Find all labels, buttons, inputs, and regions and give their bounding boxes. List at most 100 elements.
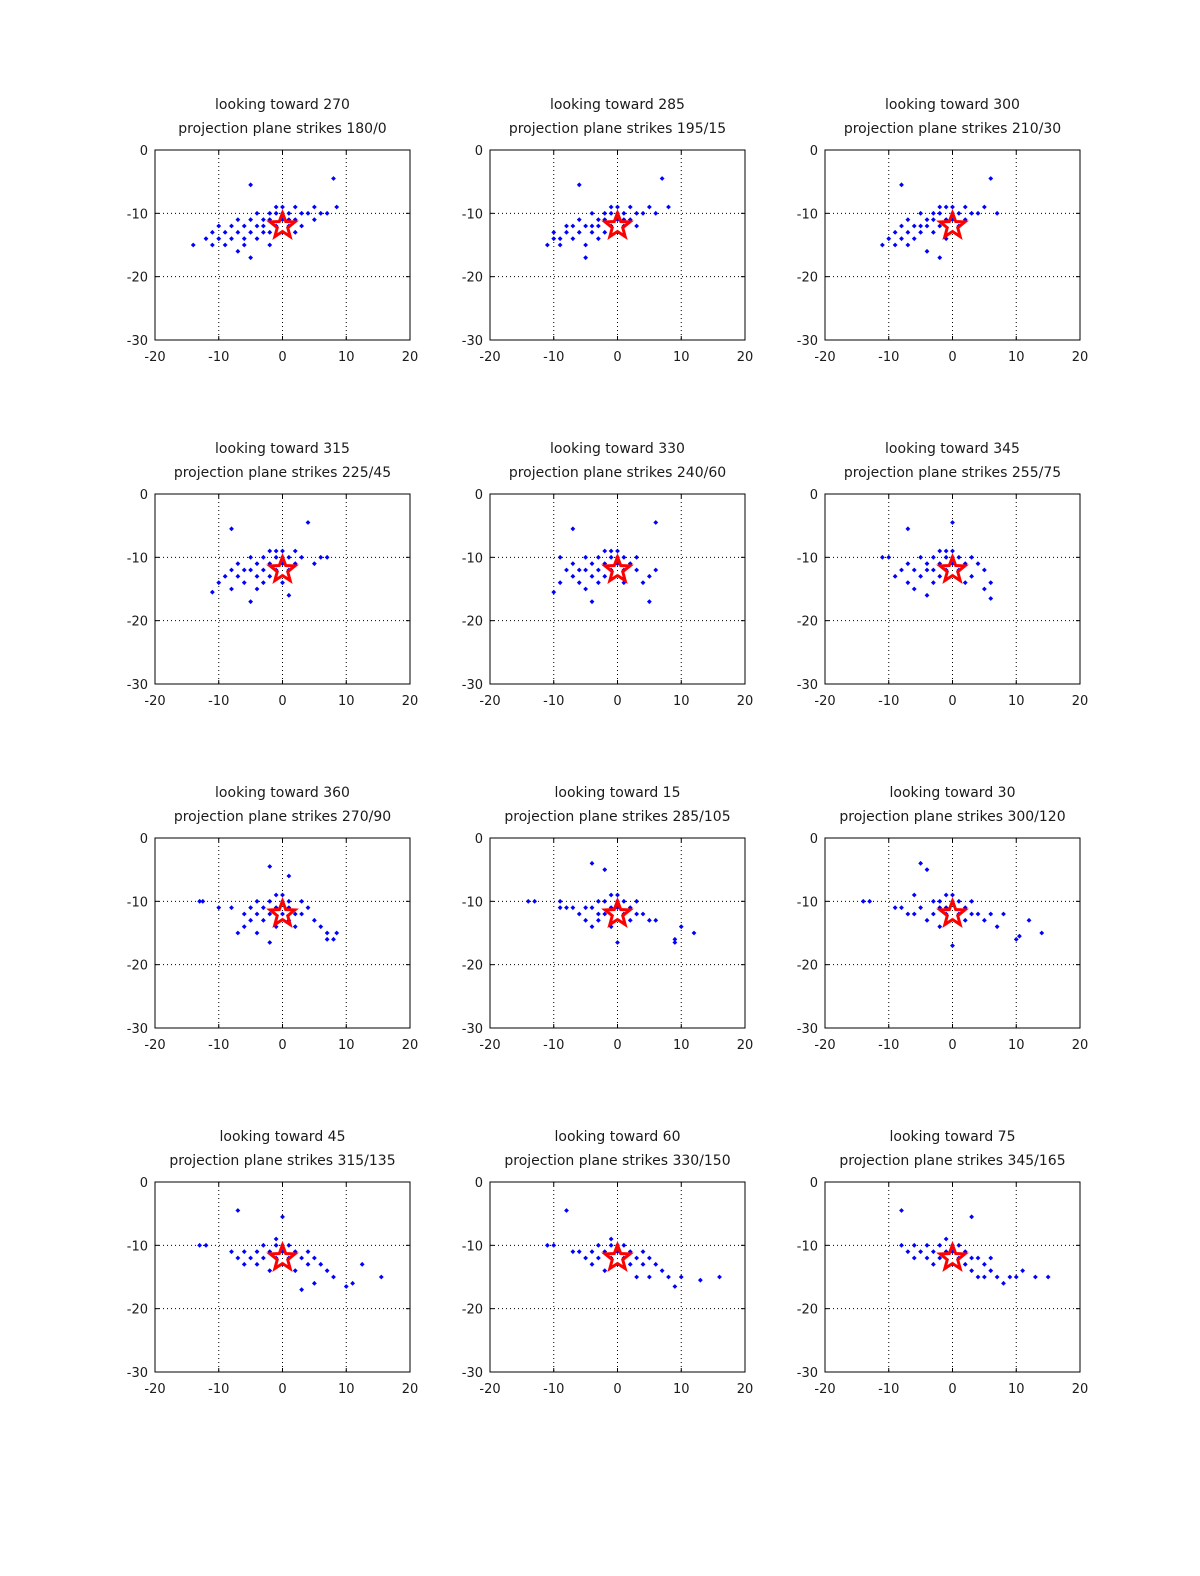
data-point <box>216 223 222 229</box>
data-point <box>292 1268 298 1274</box>
data-point <box>576 911 582 917</box>
data-point <box>924 867 930 873</box>
x-tick-label: 0 <box>613 1382 621 1397</box>
data-point <box>551 1242 557 1248</box>
data-point <box>899 236 904 242</box>
data-point <box>570 573 576 579</box>
subplot-6: looking toward 345 projection plane strik… <box>797 441 1089 709</box>
x-tick-label: 20 <box>1072 694 1089 709</box>
data-point <box>286 1242 292 1248</box>
data-point <box>969 911 975 917</box>
data-point <box>975 911 981 917</box>
data-point <box>557 580 563 586</box>
y-tick-label: 0 <box>810 832 818 847</box>
data-point <box>943 236 949 242</box>
data-point <box>666 1274 671 1280</box>
data-point <box>981 1261 987 1267</box>
data-point <box>975 561 981 567</box>
data-point <box>937 573 943 579</box>
y-tick-label: -10 <box>797 207 818 222</box>
data-point <box>248 905 254 911</box>
data-point <box>608 1242 614 1248</box>
data-point <box>956 898 962 904</box>
data-point <box>318 1261 324 1267</box>
data-point <box>273 1236 279 1242</box>
data-point <box>969 1255 975 1261</box>
data-point <box>280 548 285 554</box>
data-point <box>260 554 266 560</box>
subplot-title-line2: projection plane strikes 345/165 <box>839 1153 1065 1169</box>
data-point <box>962 580 968 586</box>
x-tick-label: -10 <box>878 350 899 365</box>
x-tick-label: 0 <box>278 1382 286 1397</box>
y-tick-label: -20 <box>462 959 483 974</box>
data-point <box>267 864 273 869</box>
data-point <box>311 204 317 210</box>
data-point <box>988 176 994 181</box>
data-point <box>350 1280 356 1286</box>
y-tick-label: -30 <box>462 1366 483 1381</box>
data-point <box>672 940 678 945</box>
x-tick-label: 10 <box>1008 694 1025 709</box>
subplot-5: looking toward 330 projection plane strik… <box>462 441 754 709</box>
data-point <box>608 548 614 554</box>
data-point <box>918 573 924 579</box>
y-tick-label: -10 <box>797 551 818 566</box>
data-point <box>589 1261 595 1267</box>
subplot-title-line1: looking toward 270 <box>215 97 350 113</box>
data-point <box>267 229 273 235</box>
x-tick-label: 10 <box>338 350 355 365</box>
subplot-title-line1: looking toward 300 <box>885 97 1020 113</box>
data-point <box>267 210 273 216</box>
data-point <box>918 860 924 866</box>
data-point <box>678 1274 684 1280</box>
x-tick-label: 20 <box>402 1382 419 1397</box>
data-point <box>589 229 595 235</box>
y-tick-label: 0 <box>475 832 483 847</box>
x-tick-label: 10 <box>673 1382 690 1397</box>
data-point <box>544 1242 550 1248</box>
data-point <box>1017 933 1022 939</box>
data-point <box>646 1255 652 1261</box>
data-point <box>589 599 595 605</box>
data-point <box>899 567 904 573</box>
data-point <box>273 554 279 560</box>
data-point <box>254 573 260 579</box>
data-point <box>241 223 247 229</box>
data-point <box>254 236 260 242</box>
data-point <box>918 905 924 911</box>
x-tick-label: -10 <box>878 694 899 709</box>
data-point <box>886 554 892 560</box>
x-tick-label: 10 <box>673 350 690 365</box>
data-point <box>924 567 930 573</box>
data-point <box>216 580 222 586</box>
data-point <box>905 526 911 532</box>
data-point <box>911 223 917 229</box>
data-point <box>595 217 601 223</box>
data-point <box>937 548 943 554</box>
data-point <box>576 182 582 188</box>
data-point <box>918 210 924 216</box>
data-point <box>229 223 234 229</box>
data-point <box>950 892 955 898</box>
data-point <box>254 586 260 592</box>
data-point <box>602 229 608 235</box>
data-point <box>899 905 904 911</box>
data-point <box>589 210 595 216</box>
data-point <box>867 898 873 904</box>
subplot-title-line1: looking toward 285 <box>550 97 685 113</box>
data-point <box>292 229 298 235</box>
data-point <box>260 580 266 586</box>
data-point <box>229 236 234 242</box>
data-point <box>235 229 241 235</box>
x-tick-label: 0 <box>948 1038 956 1053</box>
data-point <box>299 1255 305 1261</box>
data-point <box>273 210 279 216</box>
data-point <box>697 1277 703 1283</box>
subplot-title-line1: looking toward 45 <box>220 1129 346 1145</box>
data-point <box>229 526 234 532</box>
data-point <box>930 1249 936 1255</box>
subplot-title-line1: looking toward 345 <box>885 441 1020 457</box>
data-point <box>280 204 285 210</box>
